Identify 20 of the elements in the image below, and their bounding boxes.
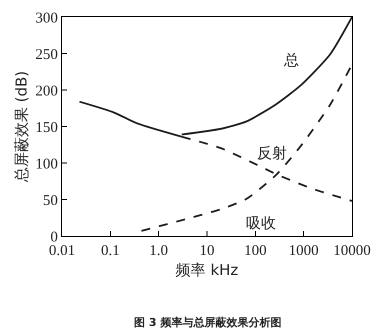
caption: 图 3 频率与总屏蔽效果分析图	[134, 316, 282, 329]
y-tick-label: 200	[35, 83, 58, 100]
x-tick-label: 0.01	[48, 243, 76, 260]
y-tick-label: 250	[35, 46, 58, 63]
x-tick-label: 1000	[288, 243, 319, 260]
y-tick-label: 300	[35, 10, 58, 26]
x-tick-label: 1.0	[149, 243, 168, 260]
series-label: 吸收	[246, 214, 276, 232]
y-tick-label: 100	[35, 156, 58, 172]
x-axis-title: 频率 kHz	[176, 261, 238, 280]
x-tick-label: 100	[244, 243, 267, 260]
x-tick-label: 10000	[333, 243, 371, 260]
y-tick-label: 50	[42, 192, 58, 209]
series-label: 反射	[257, 144, 287, 162]
y-tick-label: 0	[50, 229, 58, 246]
y-tick-label: 150	[35, 120, 58, 136]
y-axis-title: 总屏蔽效果 (dB)	[12, 70, 31, 184]
x-tick-label: 10	[200, 243, 214, 260]
x-tick-label: 0.1	[100, 243, 120, 260]
series-label: 总	[283, 51, 299, 69]
